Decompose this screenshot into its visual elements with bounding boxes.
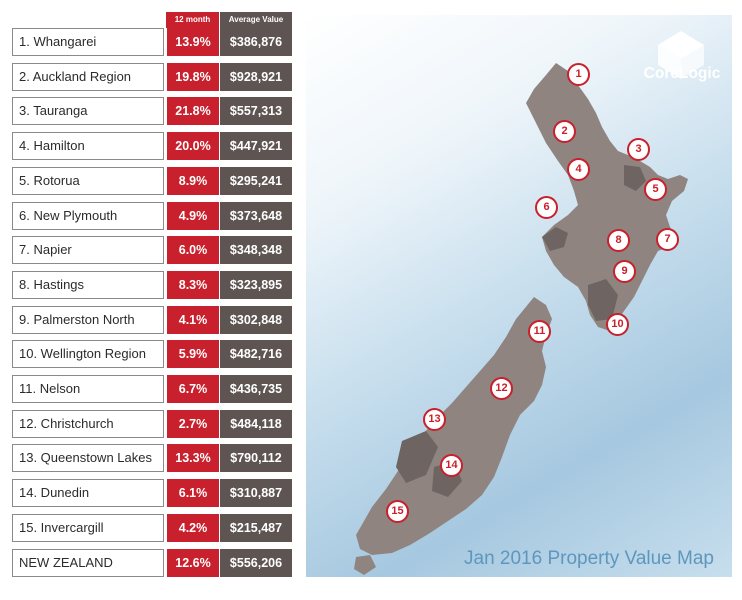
region-name: NEW ZEALAND (12, 548, 164, 577)
change-value: 8.3% (167, 270, 219, 299)
table-row: 2. Auckland Region 19.8% $928,921 (12, 62, 292, 91)
average-value: $556,206 (220, 548, 292, 577)
wellington-region-shade (588, 279, 618, 321)
average-value: $484,118 (220, 409, 292, 438)
table-row: 10. Wellington Region 5.9% $482,716 (12, 340, 292, 369)
region-name: 1. Whangarei (12, 28, 164, 56)
region-name: 2. Auckland Region (12, 62, 164, 91)
region-name: 14. Dunedin (12, 479, 164, 508)
table-row: 9. Palmerston North 4.1% $302,848 (12, 305, 292, 334)
change-column-header: 12 month change (166, 12, 219, 40)
map-marker-5: 5 (644, 178, 667, 201)
corelogic-logo-icon (658, 31, 704, 79)
map-marker-8: 8 (607, 229, 630, 252)
average-value: $348,348 (220, 236, 292, 265)
average-value: $436,735 (220, 375, 292, 403)
map-marker-6: 6 (535, 196, 558, 219)
corelogic-logo-text: CoreLogic (643, 65, 721, 82)
change-value: 8.9% (167, 166, 219, 195)
south-island (356, 297, 552, 555)
map-marker-3: 3 (627, 138, 650, 161)
map-marker-14: 14 (440, 454, 463, 477)
nz-map-panel: CoreLogic 1 2 3 4 5 6 7 8 9 10 11 12 13 14 15 Jan 2016… (306, 15, 732, 577)
table-row: 5. Rotorua 8.9% $295,241 (12, 166, 292, 195)
average-value: $447,921 (220, 132, 292, 161)
region-name: 4. Hamilton (12, 132, 164, 161)
table-row: NEW ZEALAND 12.6% $556,206 (12, 548, 292, 577)
region-name: 8. Hastings (12, 270, 164, 299)
change-value: 21.8% (167, 97, 219, 126)
stewart-island (354, 555, 376, 575)
map-marker-13: 13 (423, 408, 446, 431)
table-row: 4. Hamilton 20.0% $447,921 (12, 132, 292, 161)
change-value: 20.0% (167, 132, 219, 161)
average-value: $373,648 (220, 201, 292, 230)
average-value: $790,112 (220, 444, 292, 473)
table-row: 12. Christchurch 2.7% $484,118 (12, 409, 292, 438)
average-value: $557,313 (220, 97, 292, 126)
change-value: 4.2% (167, 513, 219, 542)
map-marker-4: 4 (567, 158, 590, 181)
change-value: 6.0% (167, 236, 219, 265)
average-value: $302,848 (220, 305, 292, 334)
queenstown-lakes-region (396, 431, 438, 483)
average-value: $295,241 (220, 166, 292, 195)
map-marker-10: 10 (606, 313, 629, 336)
region-name: 5. Rotorua (12, 166, 164, 195)
change-value: 13.3% (167, 444, 219, 473)
region-name: 11. Nelson (12, 375, 164, 403)
average-value: $928,921 (220, 62, 292, 91)
map-marker-12: 12 (490, 377, 513, 400)
change-value: 4.9% (167, 201, 219, 230)
change-value: 19.8% (167, 62, 219, 91)
map-marker-11: 11 (528, 320, 551, 343)
table-row: 14. Dunedin 6.1% $310,887 (12, 479, 292, 508)
map-marker-1: 1 (567, 63, 590, 86)
region-name: 12. Christchurch (12, 409, 164, 438)
change-value: 2.7% (167, 409, 219, 438)
change-value: 4.1% (167, 305, 219, 334)
region-name: 10. Wellington Region (12, 340, 164, 369)
change-value: 6.1% (167, 479, 219, 508)
table-row: 6. New Plymouth 4.9% $373,648 (12, 201, 292, 230)
average-value-column-header: Average Value (220, 12, 292, 28)
table-row: 3. Tauranga 21.8% $557,313 (12, 97, 292, 126)
lake-taupo-region (624, 165, 646, 191)
region-name: 3. Tauranga (12, 97, 164, 126)
table-row: 15. Invercargill 4.2% $215,487 (12, 513, 292, 542)
average-value: $482,716 (220, 340, 292, 369)
average-value: $215,487 (220, 513, 292, 542)
map-marker-2: 2 (553, 120, 576, 143)
table-row: 8. Hastings 8.3% $323,895 (12, 270, 292, 299)
region-name: 9. Palmerston North (12, 305, 164, 334)
region-name: 7. Napier (12, 236, 164, 265)
table-row: 1. Whangarei 13.9% $386,876 (12, 28, 292, 56)
change-value: 12.6% (167, 548, 219, 577)
region-name: 15. Invercargill (12, 513, 164, 542)
table-row: 7. Napier 6.0% $348,348 (12, 236, 292, 265)
average-value: $386,876 (220, 28, 292, 56)
change-value: 6.7% (167, 375, 219, 403)
map-marker-15: 15 (386, 500, 409, 523)
taranaki-region (542, 227, 568, 251)
map-marker-7: 7 (656, 228, 679, 251)
table-row: 11. Nelson 6.7% $436,735 (12, 375, 292, 403)
region-name: 13. Queenstown Lakes (12, 444, 164, 473)
average-value: $323,895 (220, 270, 292, 299)
average-value: $310,887 (220, 479, 292, 508)
map-marker-9: 9 (613, 260, 636, 283)
map-caption: Jan 2016 Property Value Map (464, 548, 714, 569)
change-value: 5.9% (167, 340, 219, 369)
region-name: 6. New Plymouth (12, 201, 164, 230)
change-value: 13.9% (167, 28, 219, 56)
table-row: 13. Queenstown Lakes 13.3% $790,112 (12, 444, 292, 473)
